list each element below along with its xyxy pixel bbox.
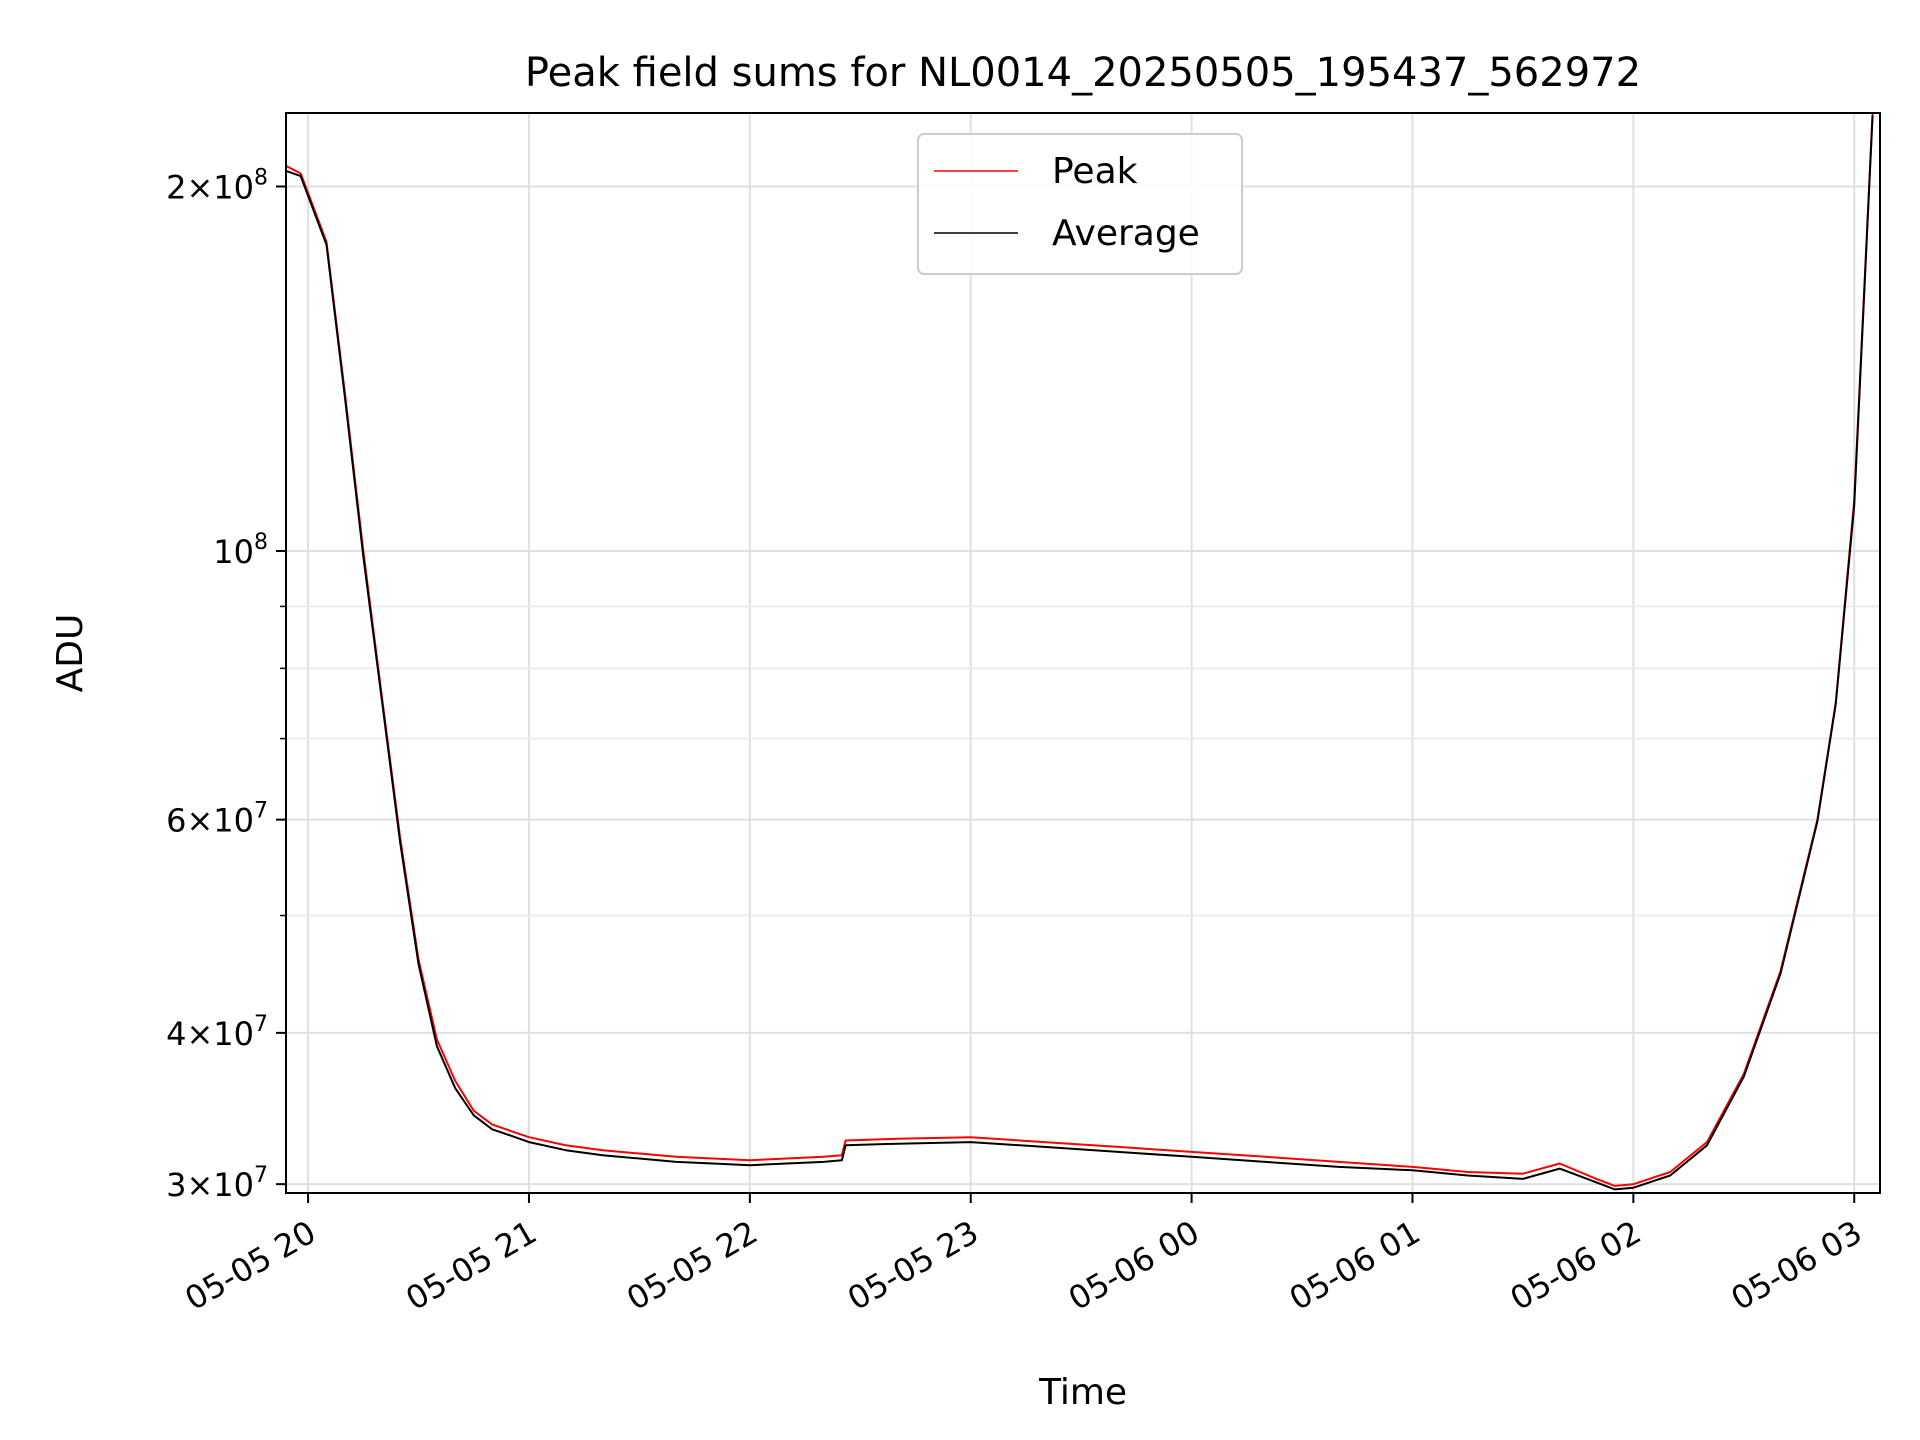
series-line-peak <box>286 113 1874 1187</box>
y-axis: 3×107 4×107 6×107 108 2×108 <box>166 165 286 1204</box>
y-tick-label: 4×107 <box>166 1012 268 1053</box>
chart-title: Peak field sums for NL0014_20250505_1954… <box>525 50 1641 96</box>
y-tick-label: 2×108 <box>166 165 268 206</box>
y-tick-label: 6×107 <box>166 799 268 840</box>
x-tick-label: 05-06 00 <box>1062 1213 1206 1318</box>
plot-frame <box>285 112 1881 1194</box>
x-tick-label: 05-06 01 <box>1283 1213 1427 1318</box>
series-layer <box>286 113 1874 1191</box>
y-tick-label: 3×107 <box>166 1163 268 1204</box>
y-tick-label: 108 <box>213 530 268 571</box>
x-tick-label: 05-06 02 <box>1504 1213 1648 1318</box>
x-tick-label: 05-05 20 <box>178 1213 322 1318</box>
legend: Peak Average <box>917 133 1243 275</box>
x-tick-label: 05-05 21 <box>399 1213 543 1318</box>
x-tick-label: 05-06 03 <box>1725 1213 1869 1318</box>
y-axis-label: ADU <box>50 614 91 693</box>
legend-label-average: Average <box>1052 213 1200 254</box>
x-tick-label: 05-05 22 <box>620 1213 764 1318</box>
legend-label-peak: Peak <box>1052 151 1138 192</box>
series-line-average <box>286 115 1874 1191</box>
x-tick-label: 05-05 23 <box>841 1213 985 1318</box>
legend-box <box>917 133 1243 275</box>
x-axis: 05-05 20 05-05 21 05-05 22 05-05 23 05-06 00… <box>178 1193 1868 1318</box>
x-axis-label: Time <box>1038 1372 1127 1413</box>
